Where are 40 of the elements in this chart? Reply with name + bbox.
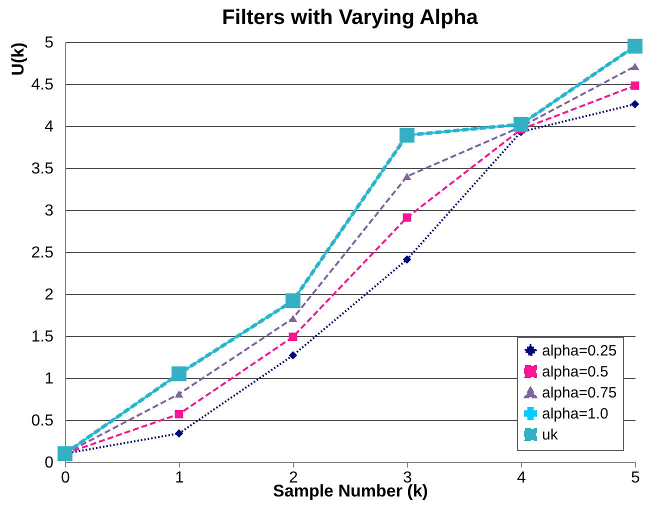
y-tick-label: 1.5: [31, 328, 54, 346]
y-tick-label: 4.5: [31, 76, 54, 94]
y-tick-label: 3.5: [31, 160, 54, 178]
y-tick-label: 5: [44, 34, 54, 52]
point: [628, 38, 642, 54]
point: [174, 429, 184, 438]
point: [286, 293, 300, 308]
x-tick-label: 1: [175, 470, 184, 486]
y-tick-label: 3: [44, 202, 54, 220]
x-tick-label: 4: [517, 470, 526, 486]
point: [630, 81, 640, 90]
chart-title: Filters with Varying Alpha: [222, 6, 478, 29]
point: [174, 410, 184, 418]
point: [402, 172, 412, 180]
point: [630, 100, 640, 108]
point: [630, 62, 640, 70]
legend-label: alpha=0.75: [542, 384, 617, 402]
point: [174, 390, 184, 398]
point: [288, 314, 298, 322]
legend-label: uk: [542, 426, 558, 444]
legend-label: alpha=1.0: [542, 406, 608, 422]
x-tick-label: 0: [61, 470, 70, 486]
y-tick-label: 4: [44, 118, 54, 136]
point: [288, 332, 298, 342]
point: [172, 366, 186, 382]
point: [402, 255, 412, 264]
y-axis-title: U(k): [8, 42, 28, 76]
legend-label: alpha=0.5: [542, 364, 608, 380]
point: [402, 213, 412, 222]
point: [58, 446, 72, 462]
y-tick-label: 1: [44, 370, 54, 388]
legend-label: alpha=0.25: [542, 342, 617, 360]
point: [400, 128, 414, 143]
y-tick-label: 0.5: [31, 412, 54, 430]
point: [288, 351, 298, 360]
y-tick-label: 2: [44, 286, 54, 304]
y-tick-label: 0: [44, 454, 54, 472]
y-tick-label: 2.5: [31, 244, 54, 262]
point: [514, 116, 528, 132]
x-tick-label: 5: [631, 470, 640, 486]
